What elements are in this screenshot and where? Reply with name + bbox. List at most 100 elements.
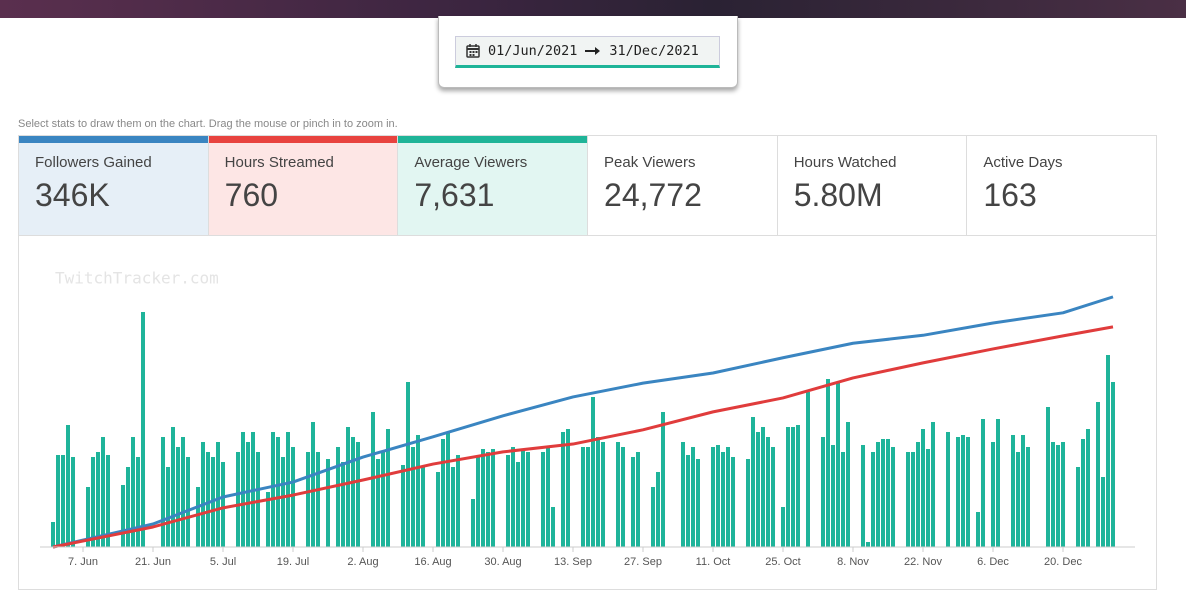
bar — [631, 457, 635, 547]
x-tick-label: 11. Oct — [696, 556, 731, 568]
line — [52, 325, 1114, 549]
bar — [996, 419, 1000, 547]
x-tick-label: 21. Jun — [135, 556, 171, 568]
stat-label: Peak Viewers — [604, 154, 696, 171]
bar — [916, 442, 920, 547]
bar — [1026, 447, 1030, 547]
bar — [341, 462, 345, 547]
stat-value: 5.80M — [793, 177, 883, 213]
bar — [346, 427, 350, 547]
bar — [781, 507, 785, 547]
bar — [356, 442, 360, 547]
date-range-button[interactable]: 01/Jun/2021 31/Dec/2021 — [455, 36, 720, 68]
stat-card[interactable]: Active Days 163 — [967, 136, 1156, 235]
bar — [411, 447, 415, 547]
bar — [831, 445, 835, 547]
x-tick-label: 30. Aug — [484, 556, 521, 568]
bar — [521, 449, 525, 547]
x-tick-label: 20. Dec — [1044, 556, 1082, 568]
bar — [281, 457, 285, 547]
bar — [746, 459, 750, 547]
date-start: 01/Jun/2021 — [488, 43, 578, 59]
bar — [451, 467, 455, 547]
stat-value: 7,631 — [414, 177, 495, 213]
bar — [161, 437, 165, 547]
bar — [651, 487, 655, 547]
calendar-icon — [466, 44, 480, 58]
bar — [1106, 355, 1110, 547]
bar — [336, 447, 340, 547]
bar — [921, 429, 925, 547]
bar — [371, 412, 375, 547]
bar — [506, 455, 510, 547]
stat-card[interactable]: Hours Streamed 760 — [208, 136, 399, 235]
bar — [121, 485, 125, 547]
bar — [601, 442, 605, 547]
bar — [126, 467, 130, 547]
bar — [176, 447, 180, 547]
bar — [926, 449, 930, 547]
stat-card[interactable]: Hours Watched 5.80M — [778, 136, 968, 235]
stat-label: Followers Gained — [35, 154, 152, 171]
bar — [166, 467, 170, 547]
bar — [66, 425, 70, 547]
bar — [246, 442, 250, 547]
bar — [711, 447, 715, 547]
bar — [836, 382, 840, 547]
bar — [241, 432, 245, 547]
stat-color-bar — [19, 136, 208, 143]
bar — [1051, 442, 1055, 547]
bar — [326, 459, 330, 547]
bar — [1111, 382, 1115, 547]
bar — [106, 455, 110, 547]
bar — [86, 487, 90, 547]
bar — [861, 445, 865, 547]
bar — [866, 542, 870, 547]
bar — [731, 457, 735, 547]
bar — [171, 427, 175, 547]
x-tick-label: 25. Oct — [765, 556, 800, 568]
stat-card[interactable]: Average Viewers 7,631 — [398, 136, 589, 235]
bar — [91, 457, 95, 547]
bar — [841, 452, 845, 547]
bar — [756, 432, 760, 547]
bar — [981, 419, 985, 547]
bar — [1076, 467, 1080, 547]
bar — [846, 422, 850, 547]
bar — [661, 412, 665, 547]
x-tick-label: 7. Jun — [68, 556, 98, 568]
bar — [221, 462, 225, 547]
bar — [541, 452, 545, 547]
bar — [906, 452, 910, 547]
arrow-icon — [585, 47, 601, 55]
bar — [351, 437, 355, 547]
bar — [911, 452, 915, 547]
bar — [291, 447, 295, 547]
bar — [796, 425, 800, 547]
bar — [256, 452, 260, 547]
bar — [976, 512, 980, 547]
bar — [636, 452, 640, 547]
bar — [696, 459, 700, 547]
x-tick-label: 8. Nov — [837, 556, 869, 568]
bar — [876, 442, 880, 547]
bar — [581, 447, 585, 547]
bar — [486, 452, 490, 547]
stat-cards: Followers Gained 346K Hours Streamed 760 Ave… — [18, 135, 1157, 236]
bar — [1086, 429, 1090, 547]
bar — [1011, 435, 1015, 547]
banner — [0, 0, 1186, 18]
stat-label: Average Viewers — [414, 154, 528, 171]
bar — [1101, 477, 1105, 547]
bar — [616, 442, 620, 547]
bar — [131, 437, 135, 547]
bar — [471, 499, 475, 547]
stat-card[interactable]: Peak Viewers 24,772 — [588, 136, 778, 235]
bar — [991, 442, 995, 547]
stat-card[interactable]: Followers Gained 346K — [19, 136, 209, 235]
bar — [566, 429, 570, 547]
bar — [491, 449, 495, 547]
bar — [416, 435, 420, 547]
bar — [656, 472, 660, 547]
bar — [551, 507, 555, 547]
